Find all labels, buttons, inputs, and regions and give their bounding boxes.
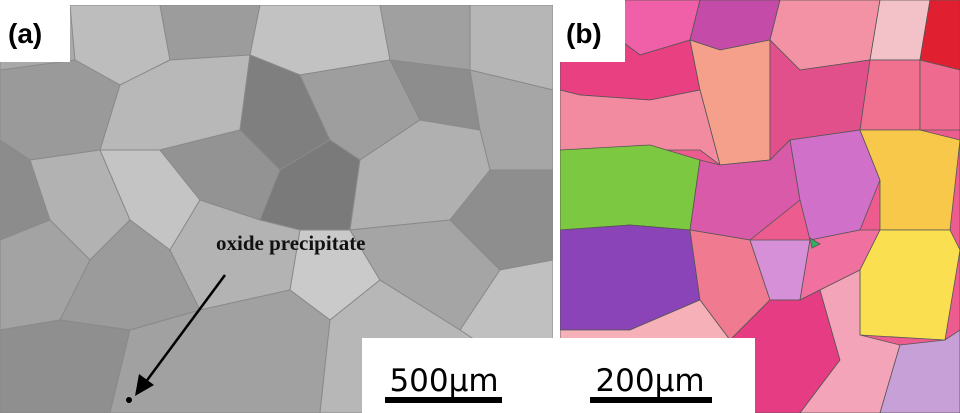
panel-label: (b) (566, 18, 602, 49)
scale-bar (385, 397, 502, 403)
figure: oxide precipitate (a) (b) 500μm 200μm (0, 0, 960, 413)
top-margin (0, 0, 560, 5)
annotation: oxide precipitate (216, 231, 366, 255)
page: oxide precipitate (a) (b) 500μm 200μm ((… (0, 0, 960, 413)
panel-label: (a) (8, 18, 42, 49)
scale-bar-label: 500μm (389, 363, 498, 399)
scale-bar-label: 200μm (595, 363, 704, 399)
scale-bar (590, 397, 712, 403)
